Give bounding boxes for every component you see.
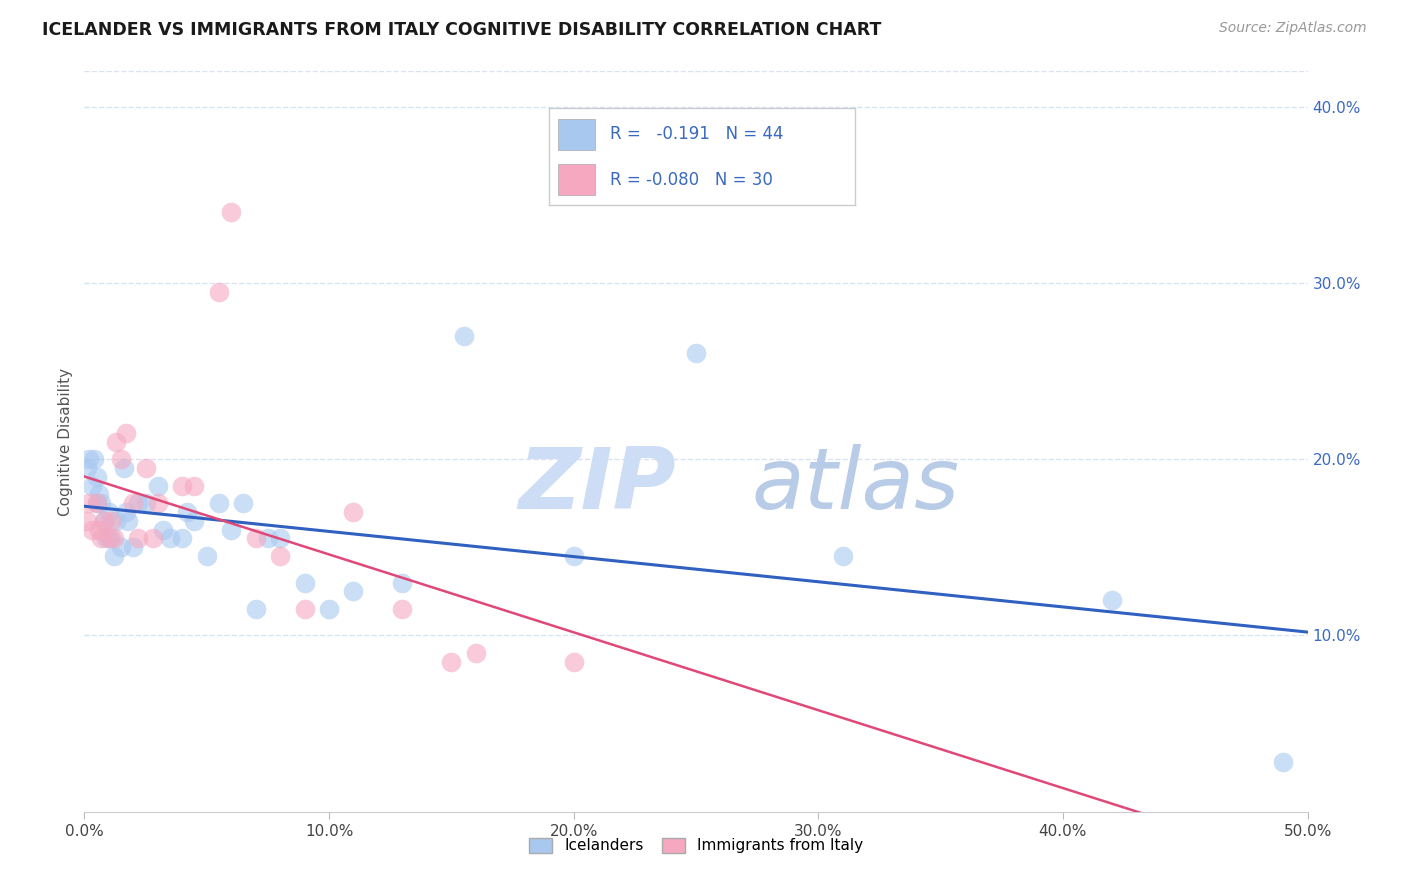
Point: [1272, 756, 1295, 770]
Point: [195, 549, 218, 563]
Point: [83, 452, 105, 467]
Point: [87, 487, 110, 501]
Point: [76, 461, 98, 475]
Point: [391, 575, 413, 590]
Point: [562, 549, 585, 563]
Point: [115, 425, 138, 440]
Point: [269, 549, 291, 563]
Point: [96, 532, 118, 546]
Point: [183, 514, 205, 528]
Point: [562, 655, 585, 669]
Legend: Icelanders, Immigrants from Italy: Icelanders, Immigrants from Italy: [523, 831, 869, 860]
Point: [100, 532, 122, 546]
Point: [105, 514, 128, 528]
Point: [318, 602, 340, 616]
Point: [103, 549, 125, 563]
Text: atlas: atlas: [751, 444, 959, 527]
Point: [152, 523, 174, 537]
Point: [135, 496, 157, 510]
Point: [172, 478, 194, 492]
Point: [117, 514, 139, 528]
Text: Source: ZipAtlas.com: Source: ZipAtlas.com: [1219, 21, 1367, 36]
Point: [831, 549, 853, 563]
Point: [294, 575, 316, 590]
Point: [685, 346, 707, 360]
Point: [453, 328, 475, 343]
Point: [245, 532, 267, 546]
Point: [219, 205, 242, 219]
Point: [183, 478, 205, 492]
Point: [146, 496, 169, 510]
Point: [1101, 593, 1123, 607]
Point: [103, 532, 125, 546]
Point: [135, 461, 157, 475]
Point: [257, 532, 280, 546]
Point: [97, 505, 120, 519]
Point: [127, 496, 149, 510]
Point: [110, 541, 132, 555]
Point: [76, 514, 98, 528]
Point: [97, 532, 120, 546]
Point: [391, 602, 413, 616]
Point: [87, 523, 110, 537]
Point: [142, 532, 165, 546]
Y-axis label: Cognitive Disability: Cognitive Disability: [58, 368, 73, 516]
Point: [105, 434, 128, 449]
Point: [440, 655, 463, 669]
Point: [245, 602, 267, 616]
Point: [77, 452, 100, 467]
Point: [80, 523, 103, 537]
Point: [219, 523, 242, 537]
Point: [464, 646, 486, 660]
Point: [90, 532, 112, 546]
Point: [232, 496, 254, 510]
Point: [110, 452, 132, 467]
Point: [208, 285, 231, 299]
Point: [146, 478, 169, 492]
Point: [294, 602, 316, 616]
Point: [269, 532, 291, 546]
Point: [86, 496, 108, 510]
Text: ZIP: ZIP: [519, 444, 676, 527]
Point: [159, 532, 181, 546]
Point: [122, 496, 145, 510]
Point: [342, 505, 364, 519]
Point: [86, 470, 108, 484]
Point: [93, 514, 115, 528]
Point: [342, 584, 364, 599]
Point: [172, 532, 194, 546]
Point: [112, 461, 135, 475]
Point: [115, 505, 138, 519]
Point: [127, 532, 149, 546]
Point: [93, 514, 115, 528]
Point: [100, 514, 122, 528]
Point: [86, 496, 108, 510]
Point: [176, 505, 198, 519]
Point: [208, 496, 231, 510]
Point: [80, 478, 103, 492]
Point: [77, 496, 100, 510]
Text: ICELANDER VS IMMIGRANTS FROM ITALY COGNITIVE DISABILITY CORRELATION CHART: ICELANDER VS IMMIGRANTS FROM ITALY COGNI…: [42, 21, 882, 39]
Point: [90, 496, 112, 510]
Point: [122, 541, 145, 555]
